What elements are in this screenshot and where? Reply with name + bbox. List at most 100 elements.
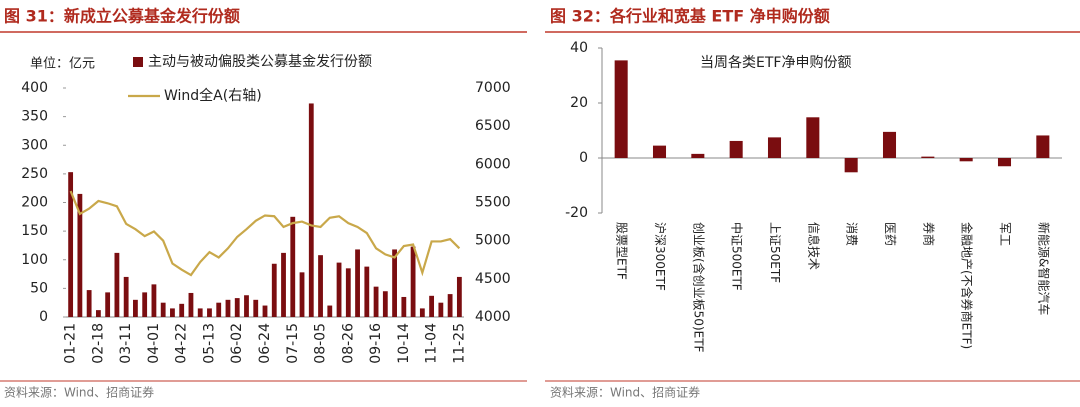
y-tick-label: 300	[21, 137, 48, 153]
y-tick-label: 400	[21, 80, 48, 96]
y2-tick-label: 5000	[475, 233, 511, 249]
x-tick-label: 11-04	[424, 323, 440, 364]
bar	[95, 310, 101, 317]
bar	[336, 262, 342, 317]
axis-unit: 单位：亿元	[30, 57, 95, 72]
x-tick-label: 股票型ETF	[615, 222, 629, 280]
bar	[959, 158, 973, 162]
bar	[921, 156, 935, 158]
y-tick-label: 0	[579, 150, 588, 166]
bar	[188, 292, 194, 317]
bar	[691, 153, 705, 158]
bar	[151, 284, 157, 317]
x-tick-label: 军工	[998, 222, 1012, 246]
x-tick-label: 11-25	[451, 323, 467, 364]
x-tick-label: 04-01	[146, 323, 162, 364]
bar	[197, 308, 203, 317]
y2-tick-label: 4000	[475, 309, 511, 325]
bar	[447, 294, 453, 317]
bar	[244, 295, 249, 317]
bar	[86, 290, 92, 317]
bar	[382, 291, 388, 317]
bar	[456, 276, 462, 317]
y-tick-label: 150	[21, 223, 48, 239]
legend-swatch	[133, 57, 143, 67]
y-tick-label: 200	[21, 195, 48, 211]
x-tick-label: 07-15	[285, 323, 301, 364]
y-tick-label: -20	[565, 205, 588, 221]
bar	[429, 295, 435, 317]
bar	[77, 193, 83, 317]
bar	[170, 308, 175, 317]
x-tick-label: 上证50ETF	[768, 222, 782, 283]
bar	[401, 296, 407, 317]
x-tick-label: 沪深300ETF	[653, 222, 667, 291]
bar	[997, 158, 1012, 167]
bar	[614, 60, 628, 158]
y-tick-label: 250	[21, 166, 48, 182]
y-tick-label: 350	[21, 109, 48, 125]
bar	[392, 249, 397, 317]
bar	[844, 158, 858, 173]
chart-title: 图 32：各行业和宽基 ETF 净申购份额	[550, 7, 830, 26]
bar	[882, 131, 897, 158]
bar	[68, 172, 74, 317]
chart-subtitle: 当周各类ETF净申购份额	[700, 55, 851, 71]
x-tick-label: 券商	[921, 222, 936, 246]
y-tick-label: 20	[570, 95, 588, 111]
legend-label: 主动与被动偏股类公募基金发行份额	[148, 53, 372, 70]
y2-tick-label: 6500	[475, 118, 511, 134]
y2-tick-label: 7000	[475, 80, 511, 96]
x-tick-label: 新能源&智能汽车	[1036, 222, 1051, 315]
bar	[123, 276, 129, 317]
x-tick-label: 02-18	[90, 323, 106, 364]
y2-tick-label: 4500	[475, 271, 511, 287]
bar	[410, 246, 416, 317]
bar	[438, 302, 444, 317]
bar	[299, 272, 305, 317]
bar	[364, 266, 370, 317]
bar	[729, 140, 743, 158]
bar	[142, 292, 148, 317]
x-tick-label: 06-24	[257, 323, 273, 364]
bar	[262, 305, 268, 317]
x-tick-label: 中证500ETF	[730, 222, 745, 291]
bar	[327, 305, 333, 317]
y-tick-label: 100	[21, 252, 48, 268]
y-tick-label: 0	[39, 309, 48, 325]
x-tick-label: 信息技术	[806, 222, 821, 270]
bar	[806, 117, 820, 158]
y2-tick-label: 5500	[475, 195, 511, 211]
bar	[281, 252, 286, 317]
x-tick-label: 09-16	[368, 323, 384, 364]
bar	[207, 308, 212, 317]
x-tick-label: 03-11	[118, 323, 134, 364]
bar	[355, 249, 360, 317]
bar	[216, 302, 222, 317]
source: 资料来源：Wind、招商证券	[4, 385, 154, 400]
x-tick-label: 08-05	[313, 323, 329, 364]
bar	[160, 302, 166, 317]
x-tick-label: 创业板(含创业板50)ETF	[691, 222, 706, 353]
bar	[271, 263, 277, 317]
bar	[253, 299, 259, 317]
legend-label: Wind全A(右轴)	[164, 87, 262, 104]
bar	[308, 103, 314, 318]
bar	[373, 286, 379, 317]
x-tick-label: 06-02	[229, 323, 245, 364]
bar	[234, 298, 240, 317]
bar	[225, 299, 231, 317]
bar	[105, 292, 111, 317]
x-tick-label: 10-14	[396, 323, 412, 364]
bar	[1036, 135, 1050, 158]
source: 资料来源：Wind、招商证券	[550, 385, 700, 400]
x-tick-label: 医药	[883, 222, 897, 246]
x-tick-label: 01-21	[63, 323, 79, 364]
bar	[179, 303, 185, 317]
y2-tick-label: 6000	[475, 156, 511, 172]
x-tick-label: 05-13	[201, 323, 217, 364]
x-tick-label: 04-22	[174, 323, 190, 364]
x-tick-label: 消费	[845, 222, 859, 246]
line-series	[69, 190, 461, 277]
